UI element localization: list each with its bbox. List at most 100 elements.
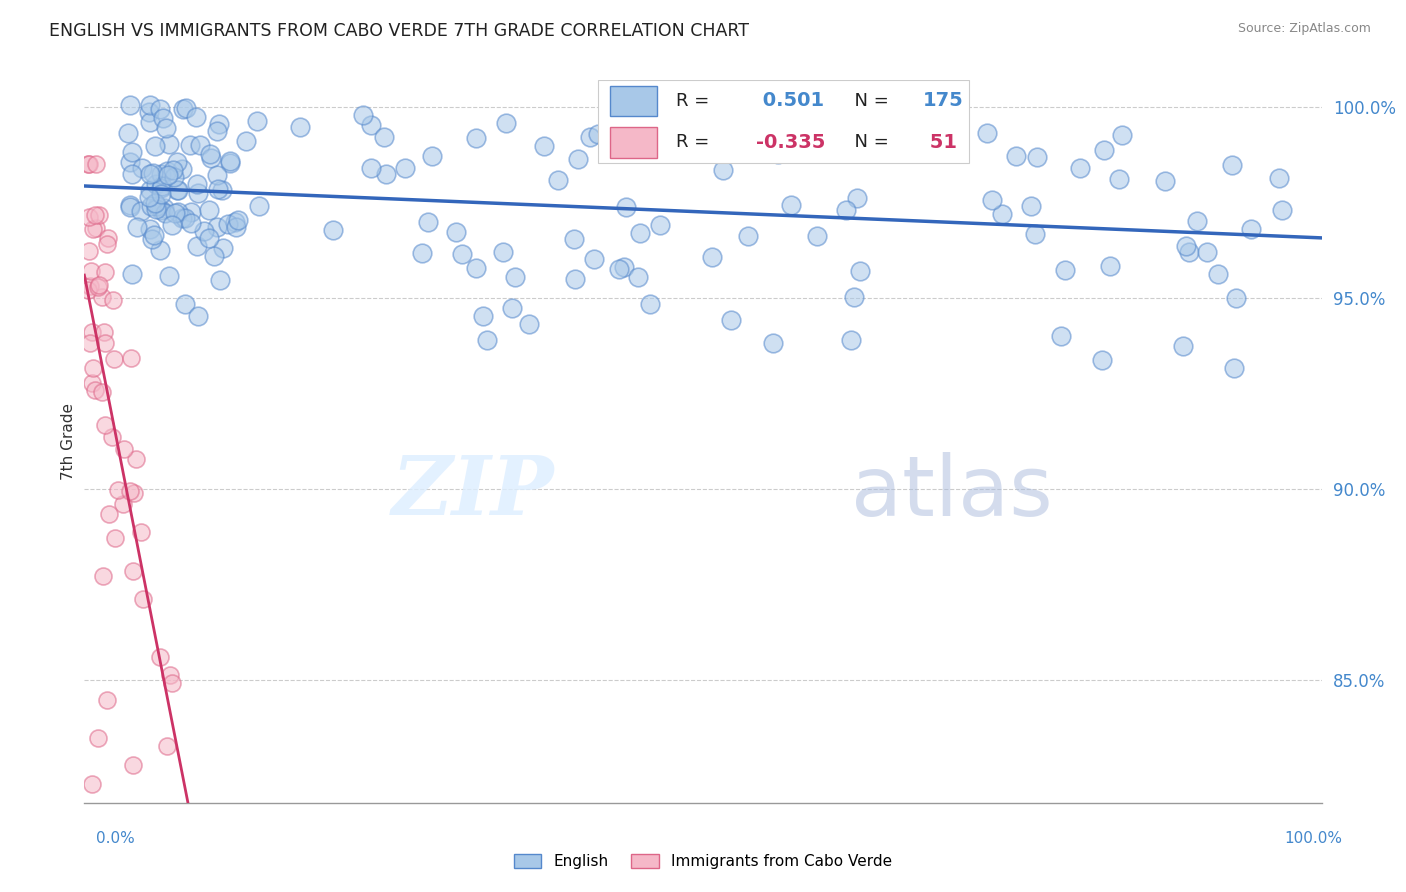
Point	[93, 335, 115, 350]
Point	[145, 196, 167, 211]
Text: 0.501: 0.501	[756, 91, 824, 111]
Point	[846, 191, 869, 205]
Point	[322, 223, 344, 237]
Point	[1005, 149, 1028, 163]
Point	[198, 147, 221, 161]
Point	[149, 650, 172, 665]
Point	[517, 317, 540, 331]
Point	[156, 739, 179, 753]
Point	[503, 270, 526, 285]
Point	[219, 156, 242, 170]
Point	[186, 239, 208, 253]
Point	[737, 228, 759, 243]
Point	[465, 131, 488, 145]
Point	[141, 232, 163, 246]
Point	[160, 219, 183, 233]
Point	[180, 216, 202, 230]
Point	[163, 169, 186, 184]
Point	[121, 145, 143, 159]
Point	[93, 325, 115, 339]
Point	[224, 215, 246, 229]
Text: ENGLISH VS IMMIGRANTS FROM CABO VERDE 7TH GRADE CORRELATION CHART: ENGLISH VS IMMIGRANTS FROM CABO VERDE 7T…	[49, 22, 749, 40]
Point	[290, 120, 312, 134]
Point	[720, 313, 742, 327]
Point	[172, 102, 194, 116]
Point	[174, 297, 197, 311]
FancyBboxPatch shape	[598, 80, 969, 163]
Point	[226, 213, 249, 227]
Point	[648, 219, 671, 233]
Text: atlas: atlas	[852, 451, 1053, 533]
Point	[586, 127, 609, 141]
Point	[218, 153, 240, 168]
Point	[80, 376, 103, 391]
Point	[91, 385, 114, 400]
Point	[138, 190, 160, 204]
Point	[149, 203, 172, 218]
Point	[908, 112, 931, 127]
Point	[112, 497, 135, 511]
Point	[142, 166, 165, 180]
Point	[150, 167, 173, 181]
Point	[567, 152, 589, 166]
Point	[360, 161, 382, 176]
Point	[197, 231, 219, 245]
Point	[89, 208, 111, 222]
Point	[207, 220, 229, 235]
Point	[943, 118, 966, 132]
Point	[547, 172, 569, 186]
Point	[107, 483, 129, 497]
Point	[152, 111, 174, 125]
Point	[121, 267, 143, 281]
Point	[101, 293, 124, 307]
Point	[184, 110, 207, 124]
Point	[82, 222, 104, 236]
Point	[1069, 161, 1091, 175]
Text: N =: N =	[842, 134, 894, 152]
Text: 175: 175	[924, 91, 965, 111]
Point	[120, 483, 142, 498]
Point	[187, 186, 209, 201]
FancyBboxPatch shape	[610, 86, 657, 116]
Point	[100, 430, 122, 444]
Point	[1049, 328, 1071, 343]
Point	[93, 569, 115, 583]
Point	[143, 139, 166, 153]
Point	[139, 199, 162, 213]
FancyBboxPatch shape	[610, 128, 657, 158]
Point	[83, 383, 105, 397]
Point	[582, 252, 605, 266]
Point	[842, 290, 865, 304]
Point	[82, 360, 104, 375]
Point	[711, 163, 734, 178]
Point	[1197, 245, 1219, 260]
Point	[174, 211, 197, 226]
Point	[187, 309, 209, 323]
Point	[761, 336, 783, 351]
Point	[172, 211, 194, 226]
Point	[475, 333, 498, 347]
Point	[1240, 222, 1263, 236]
Point	[849, 264, 872, 278]
Point	[981, 193, 1004, 207]
Point	[152, 201, 174, 215]
Point	[131, 161, 153, 176]
Point	[122, 486, 145, 500]
Point	[163, 205, 186, 219]
Point	[84, 157, 107, 171]
Point	[120, 200, 142, 214]
Point	[501, 301, 523, 316]
Point	[138, 98, 160, 112]
Point	[157, 269, 180, 284]
Point	[217, 217, 239, 231]
Point	[208, 117, 231, 131]
Point	[162, 162, 184, 177]
Point	[207, 181, 229, 195]
Point	[1098, 259, 1121, 273]
Text: 51: 51	[924, 133, 957, 152]
Point	[82, 777, 104, 791]
Point	[1154, 173, 1177, 187]
Point	[766, 147, 789, 161]
Point	[613, 260, 636, 274]
Point	[120, 351, 142, 366]
